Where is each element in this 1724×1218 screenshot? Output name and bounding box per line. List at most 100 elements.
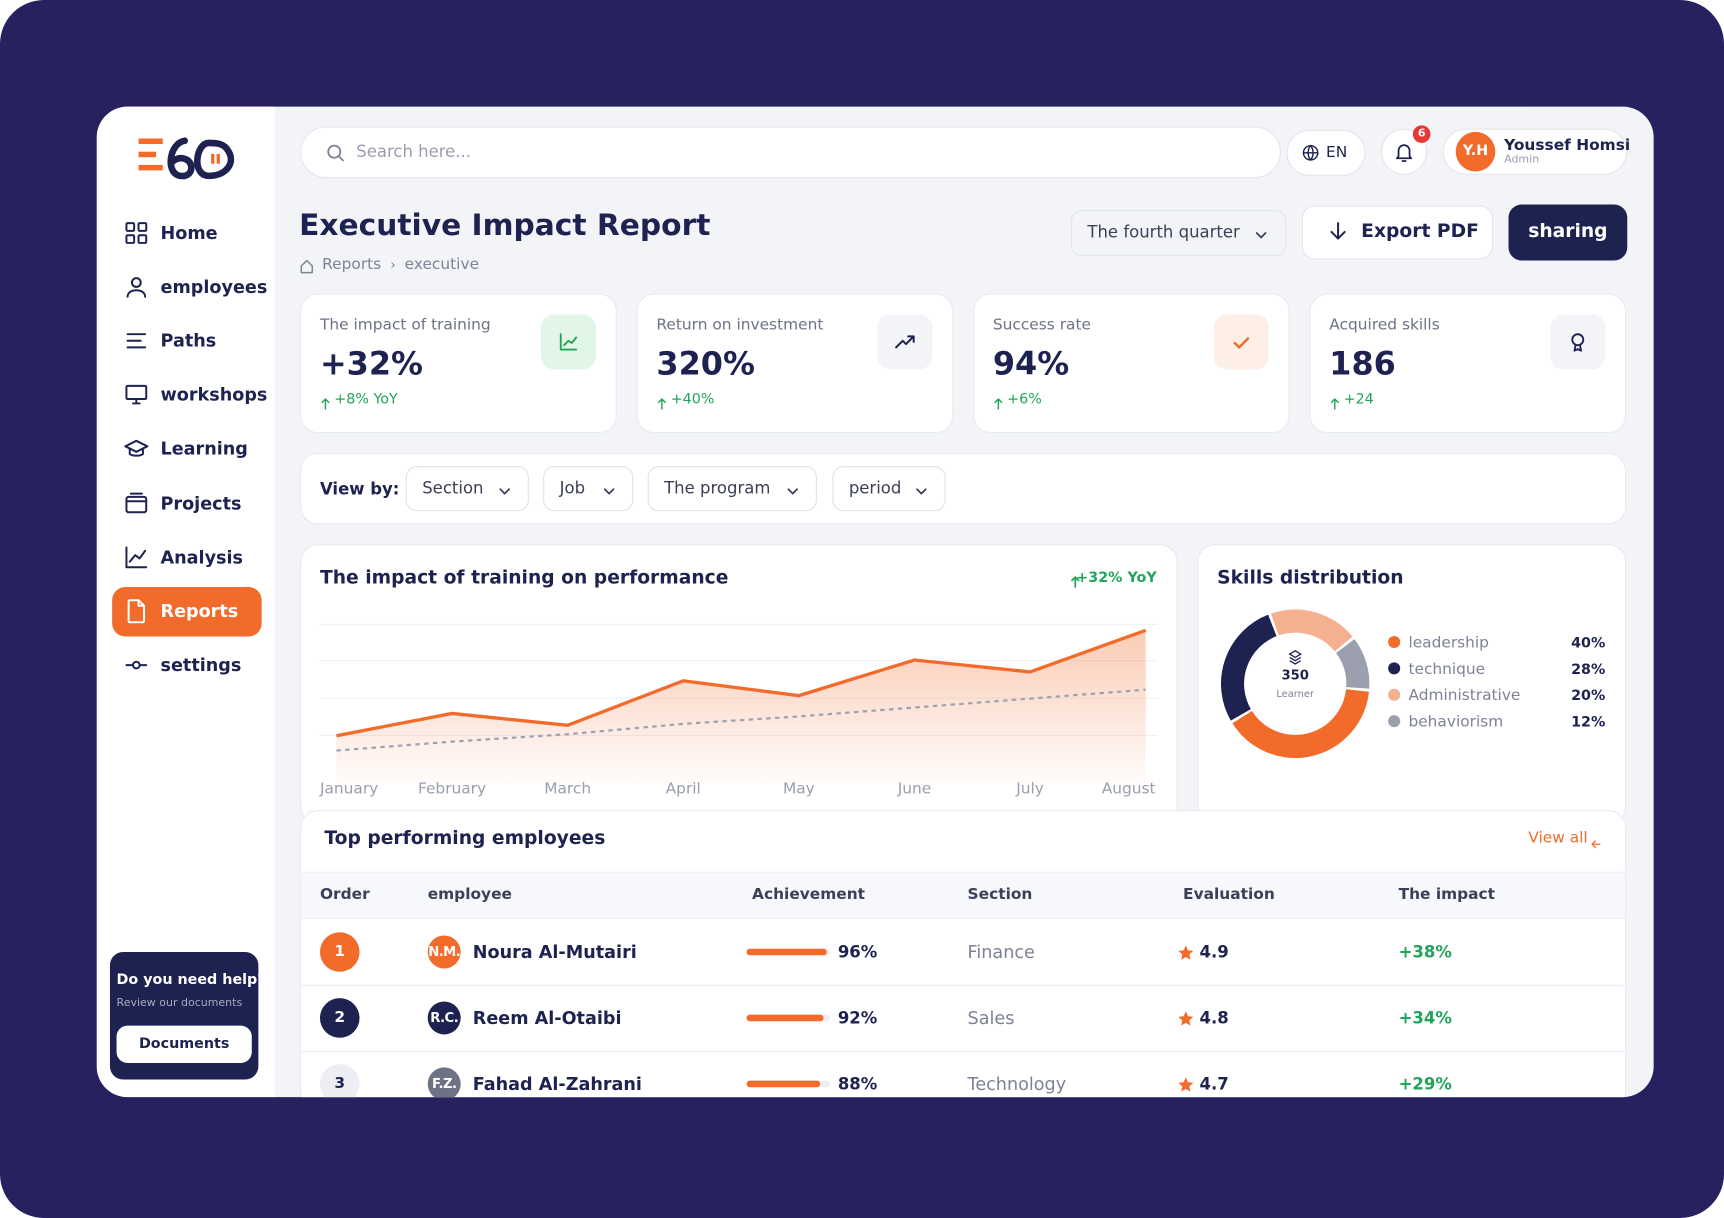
view-all-link[interactable]: View all bbox=[1528, 829, 1588, 848]
kpi-icon bbox=[1229, 330, 1253, 354]
kpi-value: 94% bbox=[992, 344, 1070, 383]
legend-dot bbox=[1388, 662, 1401, 675]
filter-dropdown[interactable] bbox=[832, 466, 946, 512]
icon-part bbox=[126, 333, 147, 349]
chevron-icon bbox=[603, 481, 616, 495]
documents-button[interactable] bbox=[116, 1025, 252, 1064]
period-dropdown[interactable] bbox=[1070, 209, 1287, 257]
icon-part bbox=[1302, 144, 1319, 161]
achievement-bar bbox=[746, 1014, 824, 1022]
icon-part bbox=[1330, 222, 1346, 240]
donut-center-value: 350 bbox=[1281, 668, 1309, 683]
icon-part bbox=[138, 137, 235, 180]
icon-part bbox=[130, 277, 142, 289]
filter-dropdown[interactable] bbox=[405, 466, 529, 512]
order-number: 3 bbox=[334, 1074, 346, 1093]
column-header: Section bbox=[967, 885, 1033, 904]
icon-part bbox=[125, 495, 148, 513]
employee-name: Reem Al-Otaibi bbox=[472, 1007, 622, 1029]
icon-part bbox=[1330, 398, 1339, 410]
icon-part bbox=[124, 440, 149, 458]
evaluation-value: 4.8 bbox=[1199, 1008, 1229, 1028]
section-name: Sales bbox=[967, 1007, 1015, 1029]
kpi-icon-tile bbox=[1213, 314, 1269, 370]
globe-icon bbox=[1302, 144, 1320, 162]
icon-part bbox=[1571, 333, 1585, 352]
kpi-change: +8% YoY bbox=[334, 391, 398, 409]
nav-icon bbox=[123, 544, 149, 570]
filter-option: period bbox=[848, 478, 902, 498]
employee-avatar bbox=[427, 1001, 461, 1035]
legend-dot bbox=[1388, 688, 1401, 701]
employee-initials: F.Z. bbox=[431, 1076, 457, 1092]
table-card bbox=[300, 810, 1627, 1098]
achievement-track bbox=[746, 1080, 831, 1088]
donut-segment bbox=[1221, 614, 1278, 721]
icon-part bbox=[916, 488, 927, 495]
home-icon bbox=[299, 257, 314, 274]
line bbox=[336, 688, 1146, 752]
icon-part bbox=[125, 492, 148, 513]
section-name: Finance bbox=[967, 941, 1035, 963]
search-box[interactable] bbox=[300, 126, 1281, 179]
employee-initials: N.M. bbox=[428, 944, 461, 960]
impact-value: +38% bbox=[1398, 942, 1452, 962]
employee-avatar bbox=[427, 1067, 461, 1098]
share-label: sharing bbox=[1528, 220, 1608, 243]
icon-part bbox=[1071, 576, 1080, 588]
nav-label: Home bbox=[160, 222, 218, 244]
row-separator bbox=[301, 1050, 1626, 1053]
app-window: Home employees Paths workshops Learning Proje… bbox=[96, 106, 1654, 1098]
chevron-icon bbox=[786, 481, 799, 495]
icon-part bbox=[125, 492, 148, 502]
icon-part bbox=[1255, 232, 1267, 239]
table-header bbox=[301, 871, 1626, 920]
star-icon bbox=[1178, 944, 1194, 960]
icon-part bbox=[125, 385, 148, 405]
icon-part bbox=[300, 259, 313, 274]
export-button[interactable] bbox=[1301, 205, 1494, 260]
icon-part bbox=[1255, 232, 1267, 239]
kpi-change: +40% bbox=[670, 391, 715, 409]
icon-part bbox=[126, 333, 147, 349]
icon-part bbox=[1233, 337, 1250, 349]
donut-segment bbox=[1232, 688, 1369, 758]
icon-part bbox=[559, 333, 578, 351]
icon-part bbox=[1591, 840, 1601, 849]
period-label: The fourth quarter bbox=[1087, 222, 1240, 242]
evaluation-value: 4.9 bbox=[1199, 942, 1229, 962]
download-icon bbox=[1328, 221, 1348, 243]
icon-part bbox=[132, 660, 141, 670]
kpi-icon bbox=[893, 330, 917, 354]
nav-icon bbox=[123, 328, 149, 354]
legend-label: Administrative bbox=[1408, 686, 1520, 704]
user-role: Admin bbox=[1504, 153, 1540, 166]
icon-part bbox=[127, 598, 146, 623]
kpi-icon-tile bbox=[1550, 314, 1606, 370]
icon-part bbox=[1178, 1011, 1194, 1026]
evaluation-value: 4.7 bbox=[1199, 1074, 1229, 1094]
impact-value: +29% bbox=[1398, 1074, 1452, 1094]
language-button[interactable] bbox=[1286, 129, 1366, 176]
share-button[interactable] bbox=[1508, 204, 1628, 261]
impact-value: +34% bbox=[1398, 1008, 1452, 1028]
icon-part bbox=[337, 155, 344, 162]
icon-part bbox=[300, 259, 313, 274]
icon-part bbox=[563, 336, 578, 347]
icon-part bbox=[216, 153, 220, 164]
icon-part bbox=[1233, 337, 1250, 349]
kpi-value: 320% bbox=[656, 344, 755, 383]
icon-part bbox=[603, 488, 615, 495]
nav-icon bbox=[123, 490, 149, 516]
kpi-label: Success rate bbox=[992, 316, 1091, 334]
x-tick-label: March bbox=[544, 780, 591, 798]
breadcrumb-item: Reports bbox=[322, 255, 382, 274]
nav-item-active[interactable] bbox=[112, 586, 262, 637]
icon-part bbox=[125, 385, 148, 401]
icon-part bbox=[994, 398, 1003, 410]
nav-label: employees bbox=[160, 276, 268, 298]
icon-part bbox=[321, 398, 330, 410]
column-header: The impact bbox=[1398, 885, 1496, 904]
filter-dropdown[interactable] bbox=[543, 466, 634, 512]
trend-up-icon bbox=[320, 394, 331, 410]
